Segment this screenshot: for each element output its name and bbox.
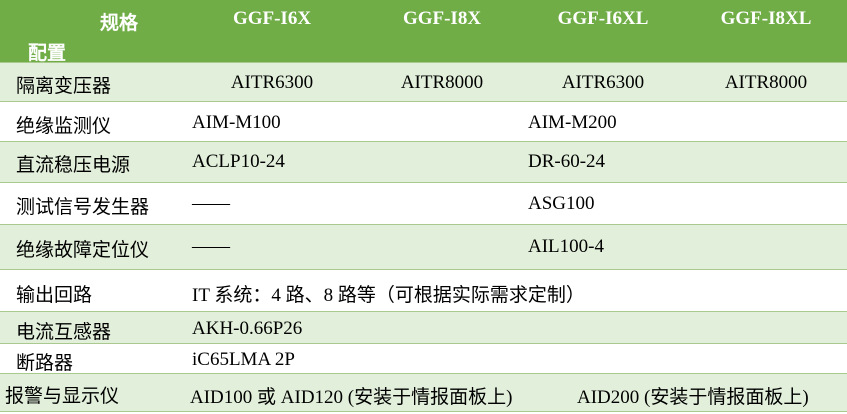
- model-header: GGF-I6XL: [557, 8, 649, 29]
- row-label: 直流稳压电源: [16, 155, 131, 176]
- config-label: 配置: [28, 43, 67, 64]
- cell: AIL100-4: [528, 236, 604, 257]
- table-row: 电流互感器 AKH-0.66P26: [0, 312, 847, 344]
- model-header: GGF-I6X: [232, 8, 312, 29]
- cell: ACLP10-24: [192, 151, 285, 172]
- row-label: 电流互感器: [16, 322, 112, 343]
- spec-label: 规格: [100, 13, 139, 34]
- cell: AITR6300: [561, 72, 645, 93]
- cell: AITR8000: [400, 72, 484, 93]
- cell: AID100 或 AID120 (安装于情报面板上): [190, 387, 513, 408]
- table-row: 报警与显示仪 AID100 或 AID120 (安装于情报面板上) AID200…: [0, 374, 847, 412]
- table-header: 规格 配置 GGF-I6X GGF-I8X GGF-I6XL GGF-I8XL: [0, 0, 847, 64]
- row-label: 绝缘监测仪: [16, 116, 112, 137]
- table-row: 绝缘故障定位仪 —— AIL100-4: [0, 225, 847, 270]
- row-label: 输出回路: [16, 285, 93, 306]
- table-row: 直流稳压电源 ACLP10-24 DR-60-24: [0, 142, 847, 183]
- row-label: 隔离变压器: [16, 76, 112, 97]
- cell: AITR8000: [724, 72, 808, 93]
- cell: ASG100: [528, 193, 595, 214]
- model-header: GGF-I8X: [402, 8, 482, 29]
- cell: ——: [192, 193, 230, 214]
- table-row: 断路器 iC65LMA 2P: [0, 344, 847, 374]
- table-row: 测试信号发生器 —— ASG100: [0, 183, 847, 225]
- row-label: 测试信号发生器: [16, 197, 150, 218]
- row-label: 报警与显示仪: [5, 386, 120, 407]
- cell: iC65LMA 2P: [192, 349, 295, 370]
- cell: DR-60-24: [528, 151, 606, 172]
- cell: AKH-0.66P26: [192, 318, 303, 339]
- cell: AIM-M200: [528, 112, 617, 133]
- row-label: 断路器: [16, 353, 74, 374]
- cell: ——: [192, 236, 230, 257]
- cell: AID200 (安装于情报面板上): [577, 387, 809, 408]
- model-header: GGF-I8XL: [720, 8, 812, 29]
- table-row: 输出回路 IT 系统：4 路、8 路等（可根据实际需求定制）: [0, 270, 847, 312]
- table-row: 隔离变压器 AITR6300 AITR8000 AITR6300 AITR800…: [0, 63, 847, 102]
- cell: IT 系统：4 路、8 路等（可根据实际需求定制）: [192, 285, 585, 306]
- cell: AIM-M100: [192, 112, 281, 133]
- table-row: 绝缘监测仪 AIM-M100 AIM-M200: [0, 102, 847, 142]
- row-label: 绝缘故障定位仪: [16, 240, 150, 261]
- cell: AITR6300: [230, 72, 314, 93]
